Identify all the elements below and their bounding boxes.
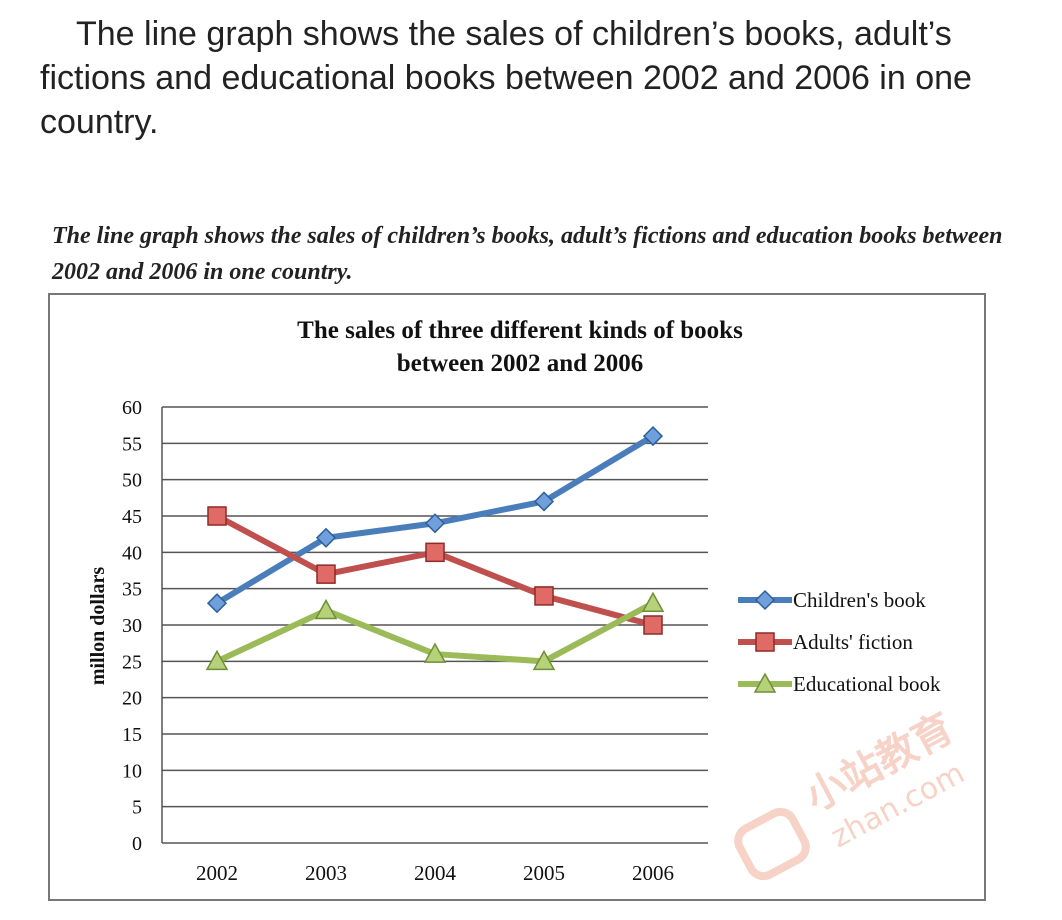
x-tick-label: 2004 (414, 861, 457, 885)
data-point-children-s-book (206, 593, 228, 614)
data-point-educational-book (641, 591, 665, 612)
y-tick-label: 15 (122, 724, 142, 746)
intro-text: The line graph shows the sales of childr… (40, 15, 972, 141)
y-axis-label: millon dollars (87, 567, 109, 686)
data-point-educational-book (314, 598, 338, 620)
y-tick-label: 25 (122, 651, 142, 673)
y-tick-label: 30 (122, 615, 142, 637)
chart-caption: The line graph shows the sales of childr… (52, 223, 1003, 285)
y-tick-label: 35 (122, 579, 142, 601)
x-tick-label: 2005 (523, 861, 565, 885)
x-tick-label: 2002 (196, 861, 238, 885)
legend-marker-adults-fiction (755, 632, 775, 652)
watermark-logo: 小站教育 zhan.com (734, 705, 970, 881)
legend-label-adults-fiction: Adults' fiction (793, 630, 913, 654)
data-point-children-s-book (424, 513, 446, 534)
chart-title-line1: The sales of three different kinds of bo… (297, 317, 743, 344)
y-tick-label: 0 (132, 833, 142, 855)
data-point-educational-book (532, 649, 556, 671)
data-point-adults-fiction (316, 564, 336, 584)
data-point-adults-fiction (534, 586, 554, 606)
y-tick-label: 5 (132, 797, 142, 819)
legend-label-children-s-book: Children's book (793, 588, 926, 612)
data-point-educational-book (423, 642, 447, 663)
x-tick-label: 2006 (632, 861, 674, 885)
data-point-children-s-book (315, 527, 337, 548)
data-point-children-s-book (642, 426, 664, 447)
y-tick-label: 20 (122, 688, 142, 710)
y-tick-label: 40 (122, 542, 142, 564)
data-point-adults-fiction (425, 542, 445, 563)
data-point-adults-fiction (207, 506, 227, 526)
y-tick-label: 45 (122, 506, 142, 528)
chart-frame (48, 293, 986, 901)
x-tick-label: 2003 (305, 861, 347, 885)
y-tick-label: 60 (122, 397, 142, 419)
y-tick-label: 10 (122, 760, 142, 782)
y-tick-label: 50 (122, 470, 142, 492)
legend-marker-children-s-book (754, 589, 776, 611)
legend-label-educational-book: Educational book (793, 672, 941, 696)
data-point-educational-book (205, 649, 229, 671)
data-point-children-s-book (533, 491, 555, 512)
y-tick-label: 55 (122, 433, 142, 455)
chart-title-line2: between 2002 and 2006 (397, 350, 644, 377)
legend-marker-educational-book (753, 672, 777, 693)
data-point-adults-fiction (643, 615, 663, 635)
